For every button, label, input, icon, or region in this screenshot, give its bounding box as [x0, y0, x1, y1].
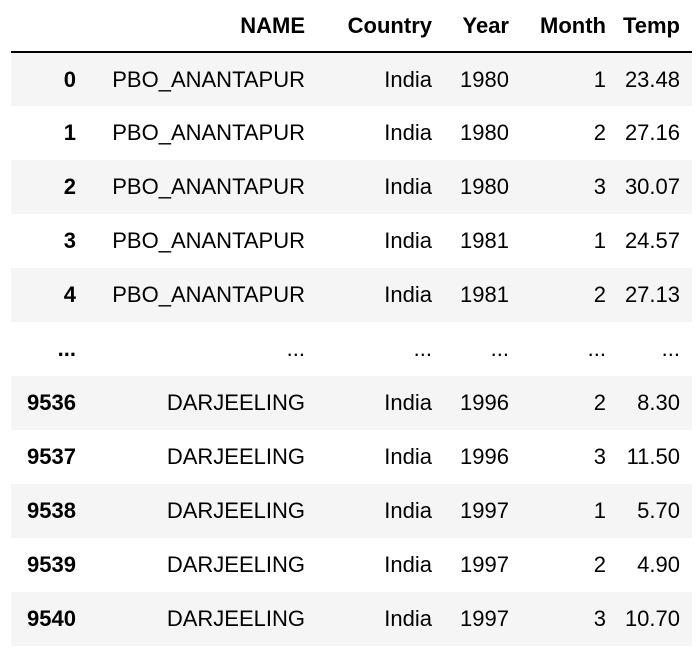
temp-cell: 23.48	[618, 52, 692, 106]
name-cell: PBO_ANANTAPUR	[88, 106, 317, 160]
temp-cell: 24.57	[618, 214, 692, 268]
table-row: 9537 DARJEELING India 1996 3 11.50	[11, 430, 692, 484]
year-cell: 1996	[444, 376, 521, 430]
table-row: 0 PBO_ANANTAPUR India 1980 1 23.48	[11, 52, 692, 106]
row-index-cell: 2	[11, 160, 88, 214]
dataframe-output: NAME Country Year Month Temp 0 PBO_ANANTA…	[11, 0, 692, 646]
country-cell: India	[317, 106, 444, 160]
table-row: ..................	[11, 322, 692, 376]
temp-column-header: Temp	[618, 0, 692, 53]
row-index-cell: 1	[11, 106, 88, 160]
year-cell: 1997	[444, 484, 521, 538]
temp-cell: ...	[618, 322, 692, 376]
month-cell: 2	[521, 538, 618, 592]
year-cell: 1980	[444, 160, 521, 214]
temp-cell: 30.07	[618, 160, 692, 214]
row-index-cell: 9540	[11, 592, 88, 646]
year-cell: 1981	[444, 268, 521, 322]
temp-cell: 8.30	[618, 376, 692, 430]
row-index-cell: 9538	[11, 484, 88, 538]
month-cell: ...	[521, 322, 618, 376]
year-cell: 1981	[444, 214, 521, 268]
year-cell: 1997	[444, 592, 521, 646]
name-cell: DARJEELING	[88, 376, 317, 430]
dataframe-table: NAME Country Year Month Temp 0 PBO_ANANTA…	[11, 0, 692, 646]
row-index-cell: 9536	[11, 376, 88, 430]
country-cell: India	[317, 52, 444, 106]
name-cell: DARJEELING	[88, 484, 317, 538]
name-cell: PBO_ANANTAPUR	[88, 214, 317, 268]
name-cell: PBO_ANANTAPUR	[88, 160, 317, 214]
country-cell: India	[317, 592, 444, 646]
country-cell: India	[317, 214, 444, 268]
month-cell: 2	[521, 376, 618, 430]
name-cell: PBO_ANANTAPUR	[88, 52, 317, 106]
name-cell: DARJEELING	[88, 430, 317, 484]
name-column-header: NAME	[88, 0, 317, 53]
country-cell: India	[317, 160, 444, 214]
index-column-header	[11, 0, 88, 53]
name-cell: ...	[88, 322, 317, 376]
year-cell: ...	[444, 322, 521, 376]
table-row: 4 PBO_ANANTAPUR India 1981 2 27.13	[11, 268, 692, 322]
row-index-cell: ...	[11, 322, 88, 376]
temp-cell: 27.13	[618, 268, 692, 322]
country-cell: India	[317, 268, 444, 322]
table-header: NAME Country Year Month Temp	[11, 0, 692, 53]
year-cell: 1980	[444, 106, 521, 160]
country-cell: India	[317, 430, 444, 484]
year-column-header: Year	[444, 0, 521, 53]
month-column-header: Month	[521, 0, 618, 53]
table-row: 2 PBO_ANANTAPUR India 1980 3 30.07	[11, 160, 692, 214]
country-cell: India	[317, 376, 444, 430]
month-cell: 3	[521, 160, 618, 214]
temp-cell: 5.70	[618, 484, 692, 538]
country-cell: India	[317, 538, 444, 592]
table-row: 3 PBO_ANANTAPUR India 1981 1 24.57	[11, 214, 692, 268]
table-row: 9538 DARJEELING India 1997 1 5.70	[11, 484, 692, 538]
name-cell: DARJEELING	[88, 592, 317, 646]
month-cell: 2	[521, 268, 618, 322]
month-cell: 3	[521, 430, 618, 484]
row-index-cell: 9539	[11, 538, 88, 592]
row-index-cell: 0	[11, 52, 88, 106]
month-cell: 1	[521, 484, 618, 538]
table-row: 9540 DARJEELING India 1997 3 10.70	[11, 592, 692, 646]
row-index-cell: 4	[11, 268, 88, 322]
year-cell: 1980	[444, 52, 521, 106]
temp-cell: 11.50	[618, 430, 692, 484]
month-cell: 3	[521, 592, 618, 646]
table-row: 1 PBO_ANANTAPUR India 1980 2 27.16	[11, 106, 692, 160]
row-index-cell: 3	[11, 214, 88, 268]
table-row: 9536 DARJEELING India 1996 2 8.30	[11, 376, 692, 430]
table-body: 0 PBO_ANANTAPUR India 1980 1 23.48 1 PBO_ANANTA…	[11, 52, 692, 646]
name-cell: PBO_ANANTAPUR	[88, 268, 317, 322]
year-cell: 1996	[444, 430, 521, 484]
temp-cell: 10.70	[618, 592, 692, 646]
name-cell: DARJEELING	[88, 538, 317, 592]
temp-cell: 4.90	[618, 538, 692, 592]
table-row: 9539 DARJEELING India 1997 2 4.90	[11, 538, 692, 592]
temp-cell: 27.16	[618, 106, 692, 160]
country-cell: ...	[317, 322, 444, 376]
header-row: NAME Country Year Month Temp	[11, 0, 692, 53]
row-index-cell: 9537	[11, 430, 88, 484]
country-column-header: Country	[317, 0, 444, 53]
month-cell: 1	[521, 52, 618, 106]
month-cell: 1	[521, 214, 618, 268]
year-cell: 1997	[444, 538, 521, 592]
country-cell: India	[317, 484, 444, 538]
month-cell: 2	[521, 106, 618, 160]
